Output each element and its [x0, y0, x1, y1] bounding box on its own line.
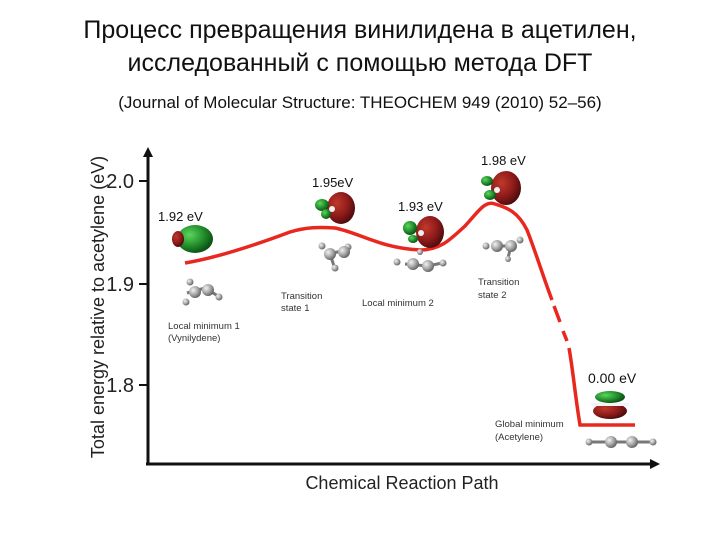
energy-curve-break-2 — [561, 330, 569, 342]
citation: (Journal of Molecular Structure: THEOCHE… — [118, 93, 602, 112]
orbital-icon — [591, 391, 629, 419]
state-label-local-min-2: Local minimum 2 — [362, 298, 434, 309]
orbital-icon — [315, 192, 355, 224]
state-label-ts-1-line-1: Transition — [281, 291, 322, 302]
y-tick-label-1-9: 1.9 — [106, 274, 134, 296]
energy-curve-tail — [567, 347, 635, 427]
local-minimum-1: 1.92 eV Local minimum 1 (Vynilydene) — [158, 209, 242, 344]
energy-label-local-min-1: 1.92 eV — [158, 209, 203, 224]
y-ticks: 2.0 1.9 1.8 — [106, 171, 148, 397]
global-minimum: 0.00 eV Global minimum (Acetylene) — [495, 370, 657, 448]
orbital-icon — [172, 225, 213, 253]
energy-curve-main — [184, 201, 554, 301]
state-label-ts-1: Transition state 1 — [281, 291, 325, 314]
state-label-global-min: Global minimum (Acetylene) — [495, 419, 566, 443]
slide-title: Процесс превращения винилидена в ацетиле… — [0, 14, 720, 80]
energy-curve-break-1 — [552, 305, 562, 323]
molecule-icon — [585, 436, 657, 448]
y-axis-title: Total energy relative to acetylene (eV) — [88, 156, 108, 458]
state-label-local-min-1-line-1: Local minimum 1 — [168, 321, 240, 332]
energy-curve — [184, 201, 635, 427]
state-label-local-min-1-line-2: (Vynilydene) — [168, 333, 220, 344]
state-label-global-min-line-1: Global minimum — [495, 419, 564, 430]
state-label-ts-1-line-2: state 1 — [281, 303, 310, 314]
y-tick-label-1-8: 1.8 — [106, 375, 134, 397]
orbital-icon — [481, 171, 521, 205]
state-label-local-min-1: Local minimum 1 (Vynilydene) — [168, 321, 242, 344]
energy-label-ts-2: 1.98 eV — [481, 153, 526, 168]
transition-state-2: 1.98 eV Transition state 2 — [478, 153, 526, 301]
state-label-ts-2: Transition state 2 — [478, 277, 522, 301]
molecule-icon — [482, 236, 524, 262]
y-tick-label-2-0: 2.0 — [106, 171, 134, 193]
local-minimum-2: 1.93 eV Local minimum 2 — [362, 199, 447, 309]
state-label-ts-2-line-1: Transition — [478, 277, 519, 288]
slide-title-line-1: Процесс превращения винилидена в ацетиле… — [83, 16, 637, 44]
orbital-icon — [403, 216, 444, 248]
energy-label-ts-1: 1.95eV — [312, 175, 354, 190]
energy-label-global-min: 0.00 eV — [588, 370, 637, 386]
transition-state-1: 1.95eV Transition state 1 — [281, 175, 355, 314]
molecule-icon — [393, 249, 447, 272]
state-label-ts-2-line-2: state 2 — [478, 290, 507, 301]
molecule-icon — [318, 242, 352, 272]
x-axis-title: Chemical Reaction Path — [305, 473, 498, 493]
slide-title-line-2: исследованный с помощью метода DFT — [127, 49, 593, 77]
energy-label-local-min-2: 1.93 eV — [398, 199, 443, 214]
molecule-icon — [182, 278, 223, 306]
state-label-global-min-line-2: (Acetylene) — [495, 432, 543, 443]
